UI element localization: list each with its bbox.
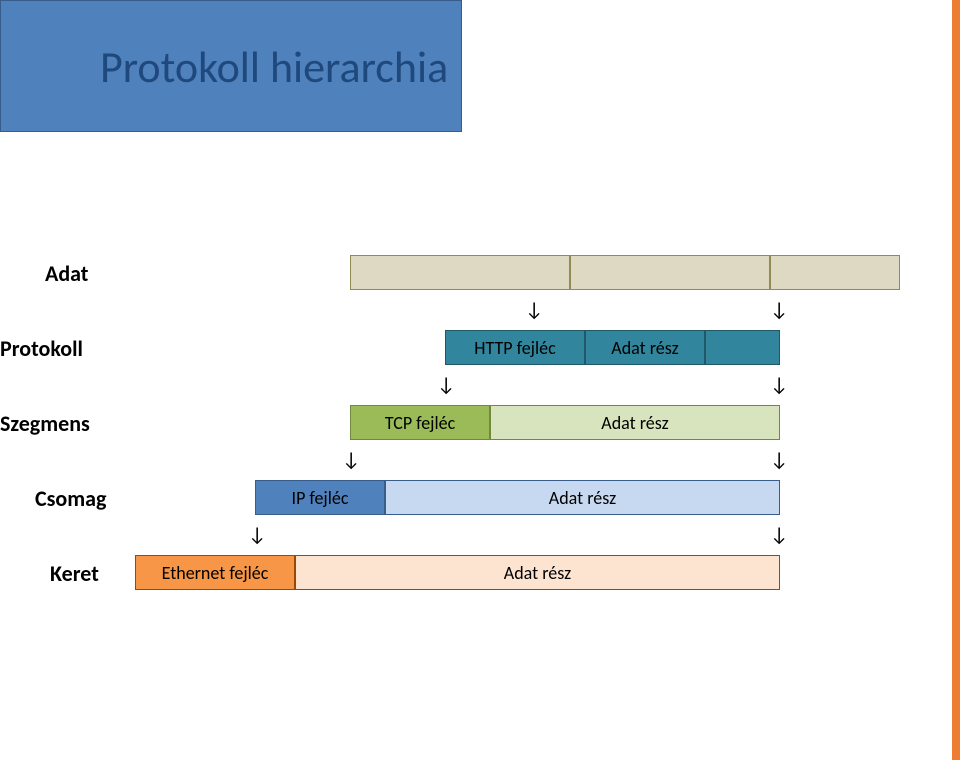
block-szegmens-1: Adat rész <box>490 405 780 440</box>
down-arrow-icon: ↓ <box>770 375 788 395</box>
down-arrow-icon: ↓ <box>770 450 788 470</box>
page-title: Protokoll hierarchia <box>100 40 448 94</box>
block-protokoll-1: Adat rész <box>585 330 705 365</box>
block-adat-0 <box>350 255 570 290</box>
down-arrow-icon: ↓ <box>437 375 455 395</box>
down-arrow-icon: ↓ <box>770 525 788 545</box>
down-arrow-icon: ↓ <box>770 300 788 320</box>
block-keret-0: Ethernet fejléc <box>135 555 295 590</box>
block-csomag-0: IP fejléc <box>255 480 385 515</box>
row-label-csomag: Csomag <box>35 485 106 512</box>
down-arrow-icon: ↓ <box>342 450 360 470</box>
block-adat-1 <box>570 255 770 290</box>
block-adat-2 <box>770 255 900 290</box>
block-keret-1: Adat rész <box>295 555 780 590</box>
down-arrow-icon: ↓ <box>248 525 266 545</box>
row-label-protokoll: Protokoll <box>0 335 83 362</box>
block-szegmens-0: TCP fejléc <box>350 405 490 440</box>
block-csomag-1: Adat rész <box>385 480 780 515</box>
block-protokoll-2 <box>705 330 780 365</box>
row-label-keret: Keret <box>50 560 99 587</box>
row-label-szegmens: Szegmens <box>0 410 90 437</box>
block-protokoll-0: HTTP fejléc <box>445 330 585 365</box>
down-arrow-icon: ↓ <box>525 300 543 320</box>
row-label-adat: Adat <box>45 260 88 287</box>
right-accent-bar <box>952 0 960 760</box>
